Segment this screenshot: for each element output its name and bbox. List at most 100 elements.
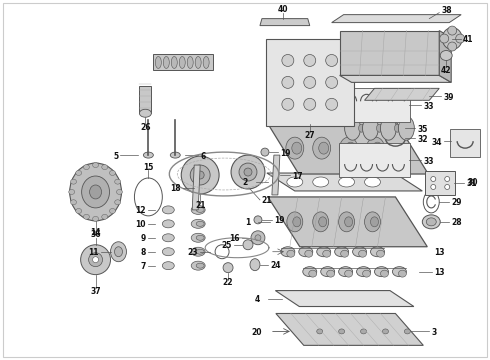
Text: 9: 9 [140, 234, 146, 243]
Ellipse shape [93, 216, 98, 221]
Ellipse shape [344, 217, 353, 227]
Text: 21: 21 [261, 197, 271, 206]
Ellipse shape [102, 165, 108, 170]
Text: 31: 31 [466, 180, 477, 189]
Text: 10: 10 [135, 220, 146, 229]
Ellipse shape [339, 177, 355, 187]
Polygon shape [365, 88, 439, 100]
Ellipse shape [304, 76, 316, 88]
Ellipse shape [363, 270, 370, 277]
Ellipse shape [117, 189, 122, 194]
Ellipse shape [75, 170, 82, 175]
Text: 24: 24 [270, 261, 280, 270]
Ellipse shape [303, 267, 317, 276]
Polygon shape [340, 75, 451, 82]
Text: 16: 16 [229, 234, 240, 243]
Ellipse shape [82, 176, 110, 208]
Ellipse shape [196, 249, 204, 254]
Text: 37: 37 [90, 287, 101, 296]
Ellipse shape [313, 137, 331, 159]
Ellipse shape [191, 219, 205, 228]
Ellipse shape [380, 270, 389, 277]
Ellipse shape [398, 270, 406, 277]
Ellipse shape [71, 179, 76, 184]
Ellipse shape [196, 221, 204, 226]
Text: 14: 14 [90, 228, 101, 237]
Ellipse shape [380, 116, 396, 140]
Ellipse shape [93, 257, 98, 263]
Text: 33: 33 [423, 157, 434, 166]
Text: 3: 3 [431, 328, 437, 337]
Ellipse shape [365, 212, 380, 232]
Ellipse shape [445, 176, 450, 181]
Text: 7: 7 [140, 262, 146, 271]
Ellipse shape [190, 165, 210, 185]
Ellipse shape [365, 177, 380, 187]
Text: 19: 19 [280, 149, 291, 158]
Ellipse shape [367, 137, 385, 159]
Ellipse shape [317, 247, 331, 257]
Ellipse shape [196, 171, 204, 179]
Text: 17: 17 [292, 171, 302, 180]
Text: 41: 41 [463, 35, 474, 44]
Ellipse shape [357, 267, 370, 276]
Ellipse shape [422, 215, 440, 229]
Ellipse shape [191, 206, 205, 214]
Ellipse shape [359, 250, 367, 257]
Text: 35: 35 [417, 125, 428, 134]
Ellipse shape [327, 270, 335, 277]
Ellipse shape [370, 217, 378, 227]
Ellipse shape [181, 156, 219, 194]
Ellipse shape [345, 142, 356, 154]
Ellipse shape [374, 267, 389, 276]
Ellipse shape [163, 57, 169, 68]
Text: 28: 28 [451, 218, 462, 227]
FancyBboxPatch shape [266, 39, 354, 126]
Text: 18: 18 [171, 184, 181, 193]
Ellipse shape [251, 231, 265, 245]
Ellipse shape [313, 177, 329, 187]
Ellipse shape [359, 124, 365, 132]
Ellipse shape [299, 247, 313, 257]
Ellipse shape [171, 152, 180, 158]
Ellipse shape [254, 216, 262, 224]
Ellipse shape [287, 177, 303, 187]
Text: 8: 8 [140, 248, 146, 257]
Ellipse shape [89, 253, 102, 267]
Ellipse shape [196, 235, 204, 240]
Polygon shape [340, 31, 439, 75]
Ellipse shape [102, 214, 108, 219]
Ellipse shape [304, 54, 316, 67]
Text: 36: 36 [90, 230, 101, 239]
Ellipse shape [363, 116, 378, 140]
Ellipse shape [144, 152, 153, 158]
Ellipse shape [309, 270, 317, 277]
Text: 4: 4 [255, 295, 260, 304]
Text: 39: 39 [443, 93, 454, 102]
Ellipse shape [179, 57, 185, 68]
Ellipse shape [431, 176, 436, 181]
Ellipse shape [376, 250, 385, 257]
Polygon shape [153, 54, 213, 71]
Polygon shape [276, 314, 423, 345]
Text: 6: 6 [200, 152, 205, 161]
Ellipse shape [162, 206, 174, 214]
Text: 30: 30 [468, 179, 478, 188]
Ellipse shape [282, 54, 294, 67]
Text: 1: 1 [245, 218, 250, 227]
Ellipse shape [304, 98, 316, 110]
Text: 2: 2 [243, 179, 248, 188]
Ellipse shape [115, 179, 121, 184]
Ellipse shape [81, 245, 111, 275]
Ellipse shape [287, 250, 295, 257]
Text: 33: 33 [423, 102, 434, 111]
Ellipse shape [250, 259, 260, 271]
Ellipse shape [287, 212, 303, 232]
Ellipse shape [195, 57, 201, 68]
Ellipse shape [293, 217, 301, 227]
Polygon shape [192, 165, 200, 210]
Ellipse shape [282, 98, 294, 110]
Text: 26: 26 [140, 123, 150, 132]
Ellipse shape [305, 250, 313, 257]
Text: 27: 27 [304, 131, 315, 140]
